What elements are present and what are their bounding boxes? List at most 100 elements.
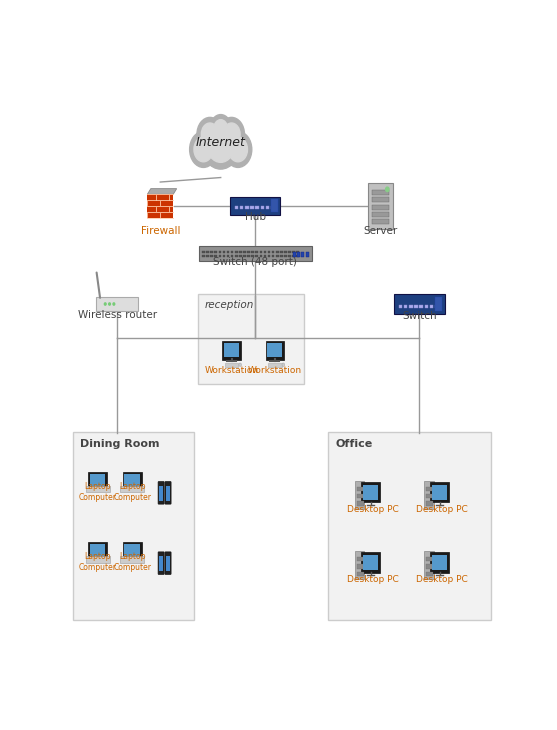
- Bar: [267, 343, 282, 358]
- Circle shape: [194, 137, 213, 162]
- Bar: [260, 255, 262, 257]
- Bar: [90, 474, 105, 486]
- Bar: [301, 252, 305, 258]
- Bar: [159, 486, 163, 501]
- Circle shape: [201, 123, 218, 145]
- Bar: [159, 556, 163, 571]
- Bar: [260, 250, 262, 253]
- FancyBboxPatch shape: [88, 542, 107, 558]
- FancyBboxPatch shape: [123, 542, 141, 558]
- Text: Dining Room: Dining Room: [80, 439, 160, 449]
- Bar: [280, 255, 282, 257]
- Bar: [372, 212, 389, 217]
- Circle shape: [207, 126, 235, 162]
- Text: Wireless router: Wireless router: [77, 310, 157, 320]
- Bar: [289, 250, 291, 253]
- FancyBboxPatch shape: [361, 553, 380, 573]
- Bar: [296, 255, 299, 257]
- Bar: [280, 250, 282, 253]
- Text: Workstation: Workstation: [204, 366, 258, 374]
- FancyBboxPatch shape: [123, 472, 141, 488]
- Bar: [276, 250, 278, 253]
- Bar: [434, 296, 442, 311]
- FancyBboxPatch shape: [424, 481, 433, 510]
- Bar: [356, 557, 364, 561]
- Circle shape: [385, 187, 389, 191]
- Circle shape: [282, 363, 285, 366]
- Bar: [268, 255, 270, 257]
- FancyBboxPatch shape: [368, 182, 393, 228]
- Bar: [263, 250, 266, 253]
- Bar: [223, 255, 225, 257]
- Bar: [356, 502, 364, 506]
- Circle shape: [210, 115, 232, 142]
- Bar: [243, 250, 246, 253]
- Bar: [90, 544, 105, 556]
- Bar: [167, 486, 170, 501]
- Bar: [424, 304, 428, 308]
- Bar: [409, 304, 413, 308]
- Bar: [214, 250, 217, 253]
- Bar: [404, 304, 407, 308]
- Circle shape: [109, 303, 110, 305]
- FancyBboxPatch shape: [88, 472, 107, 488]
- Text: Laptop
Computer: Laptop Computer: [113, 553, 151, 572]
- Bar: [227, 255, 229, 257]
- Bar: [372, 197, 389, 202]
- FancyBboxPatch shape: [165, 482, 171, 504]
- Bar: [284, 250, 287, 253]
- Bar: [263, 255, 266, 257]
- FancyBboxPatch shape: [120, 486, 144, 492]
- FancyBboxPatch shape: [158, 482, 164, 504]
- Bar: [231, 255, 233, 257]
- FancyBboxPatch shape: [355, 481, 364, 510]
- Text: Desktop PC: Desktop PC: [347, 505, 399, 514]
- Bar: [372, 219, 389, 224]
- Bar: [231, 250, 233, 253]
- Bar: [292, 255, 295, 257]
- Bar: [218, 255, 221, 257]
- Text: Desktop PC: Desktop PC: [416, 575, 468, 584]
- Bar: [272, 250, 275, 253]
- Bar: [214, 255, 217, 257]
- Bar: [268, 250, 270, 253]
- Bar: [372, 204, 389, 210]
- Bar: [224, 343, 239, 358]
- FancyBboxPatch shape: [120, 556, 144, 563]
- Circle shape: [218, 118, 245, 151]
- Bar: [202, 250, 205, 253]
- Polygon shape: [147, 188, 177, 194]
- FancyBboxPatch shape: [73, 432, 193, 620]
- Circle shape: [197, 118, 223, 151]
- Text: Hub: Hub: [245, 212, 266, 222]
- Bar: [240, 206, 243, 209]
- Bar: [206, 255, 209, 257]
- FancyBboxPatch shape: [230, 196, 281, 215]
- Circle shape: [224, 131, 252, 167]
- Text: Firewall: Firewall: [140, 226, 180, 236]
- Text: Workstation: Workstation: [248, 366, 302, 374]
- Bar: [218, 250, 221, 253]
- Bar: [432, 556, 447, 570]
- FancyBboxPatch shape: [424, 551, 433, 580]
- FancyBboxPatch shape: [198, 294, 304, 384]
- Text: Laptop
Computer: Laptop Computer: [79, 553, 116, 572]
- Bar: [239, 255, 242, 257]
- Bar: [211, 250, 213, 253]
- Bar: [426, 487, 433, 491]
- Bar: [243, 255, 246, 257]
- Bar: [414, 304, 418, 308]
- Bar: [261, 206, 264, 209]
- Bar: [224, 363, 238, 367]
- Bar: [256, 250, 258, 253]
- Circle shape: [228, 137, 247, 162]
- Bar: [356, 494, 364, 499]
- Bar: [234, 206, 238, 209]
- Bar: [251, 250, 254, 253]
- Text: Desktop PC: Desktop PC: [416, 505, 468, 514]
- Bar: [124, 474, 140, 486]
- Bar: [426, 564, 433, 569]
- Bar: [430, 304, 433, 308]
- Text: reception: reception: [204, 300, 253, 310]
- FancyBboxPatch shape: [266, 340, 284, 360]
